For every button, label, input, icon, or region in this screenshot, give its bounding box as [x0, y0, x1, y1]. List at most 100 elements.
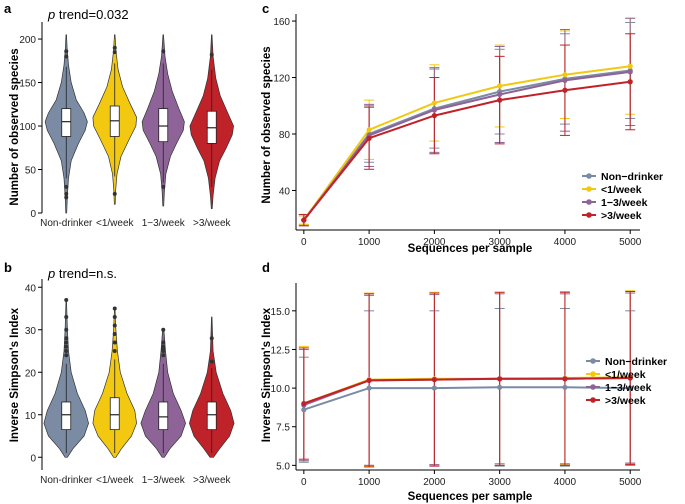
panel-c-xlabel: Sequences per sample — [408, 243, 533, 255]
data-point — [497, 376, 503, 382]
y-tick-label: 10 — [25, 411, 37, 422]
data-point — [431, 385, 437, 391]
x-tick-label: 4000 — [554, 237, 577, 248]
outlier-point — [112, 349, 117, 353]
outlier-point — [64, 49, 69, 54]
data-point — [627, 79, 633, 85]
series-line — [303, 80, 631, 221]
outlier-point — [64, 327, 69, 332]
outlier-point — [64, 315, 69, 319]
legend-marker — [586, 199, 592, 205]
x-tick-label: 4000 — [554, 477, 577, 488]
x-tick-label: 5000 — [619, 477, 642, 488]
outlier-point — [112, 191, 117, 196]
x-tick-label: 0 — [301, 237, 307, 248]
data-point — [497, 83, 503, 89]
data-point — [562, 384, 568, 390]
outlier-point — [64, 195, 69, 200]
outlier-point — [209, 52, 214, 57]
y-tick-label: 12.5 — [271, 345, 291, 356]
legend-marker — [586, 186, 592, 192]
data-point — [497, 97, 503, 103]
y-tick-label: 0 — [30, 453, 36, 464]
box — [61, 401, 72, 431]
series-line — [303, 377, 631, 407]
outlier-point — [64, 54, 69, 59]
outlier-point — [209, 336, 214, 341]
y-tick-label: 100 — [19, 122, 36, 133]
x-tick-label: <1/week — [96, 218, 135, 229]
outlier-point — [112, 340, 117, 345]
outlier-point — [64, 344, 69, 349]
panel-c-ylabel: Number of observed species — [261, 46, 273, 203]
panel-b-annotation: p trend=n.s. — [47, 266, 117, 281]
legend-label: 1−3/week — [601, 197, 648, 209]
panel-d-ylabel: Inverse Simpson's Index — [261, 307, 273, 442]
outlier-point — [161, 49, 166, 54]
y-tick-label: 80 — [279, 130, 291, 141]
data-point — [562, 376, 568, 382]
panel-c-label: c — [262, 1, 269, 16]
data-point — [562, 77, 568, 83]
outlier-point — [112, 332, 117, 336]
data-point — [301, 407, 307, 413]
y-tick-label: 40 — [25, 283, 37, 294]
x-tick-label: >3/week — [193, 218, 232, 229]
outlier-point — [64, 340, 69, 345]
y-tick-label: 20 — [25, 368, 37, 379]
panel-d-xlabel: Sequences per sample — [408, 491, 533, 503]
data-point — [497, 91, 503, 98]
y-tick-label: 200 — [19, 35, 36, 46]
outlier-point — [161, 184, 166, 189]
series-line — [303, 377, 631, 405]
y-tick-label: 50 — [25, 166, 37, 177]
outlier-point — [161, 340, 166, 345]
legend-marker — [586, 173, 592, 179]
series-line — [302, 65, 631, 221]
outlier-point — [112, 315, 117, 319]
data-point — [497, 384, 503, 390]
legend-marker — [590, 397, 596, 403]
data-point — [366, 377, 372, 383]
data-point — [366, 127, 372, 133]
y-tick-label: 30 — [25, 326, 37, 337]
x-tick-label: <1/week — [96, 475, 135, 486]
panel-d-label: d — [262, 260, 270, 275]
data-point — [301, 217, 307, 223]
data-point — [627, 69, 633, 75]
y-tick-label: 5.0 — [276, 461, 290, 472]
outlier-point — [112, 323, 117, 328]
x-tick-label: Non-drinker — [40, 218, 93, 229]
legend-label: Non−drinker — [605, 356, 667, 368]
data-point — [627, 385, 633, 391]
panel-a: a p trend=0.032 Number of observed speci… — [4, 1, 234, 229]
data-point — [627, 375, 633, 381]
data-point — [431, 107, 437, 113]
y-tick-label: 160 — [273, 17, 290, 28]
outlier-point — [161, 344, 166, 349]
data-point — [431, 113, 437, 119]
box — [158, 401, 169, 431]
data-point — [431, 376, 437, 383]
legend-marker — [590, 358, 596, 364]
x-tick-label: 5000 — [619, 237, 642, 248]
legend-label: >3/week — [601, 210, 642, 222]
panel-b: b p trend=n.s. Inverse Simpson's Index 0… — [4, 260, 235, 486]
data-point — [366, 135, 372, 141]
legend-label: Non−drinker — [601, 171, 663, 183]
panel-a-label: a — [4, 1, 12, 16]
legend-marker — [590, 371, 596, 377]
panel-b-label: b — [4, 260, 12, 275]
data-point — [431, 100, 437, 106]
y-tick-label: 15.0 — [271, 307, 291, 318]
outlier-point — [161, 353, 166, 358]
y-tick-label: 10.0 — [271, 384, 291, 395]
y-tick-label: 7.5 — [276, 423, 290, 434]
legend-marker — [586, 212, 592, 218]
series-line — [303, 69, 631, 221]
outlier-point — [64, 353, 69, 358]
legend-marker — [590, 384, 596, 390]
legend-label: <1/week — [605, 369, 646, 381]
x-tick-label: >3/week — [193, 475, 232, 486]
outlier-point — [64, 298, 69, 302]
